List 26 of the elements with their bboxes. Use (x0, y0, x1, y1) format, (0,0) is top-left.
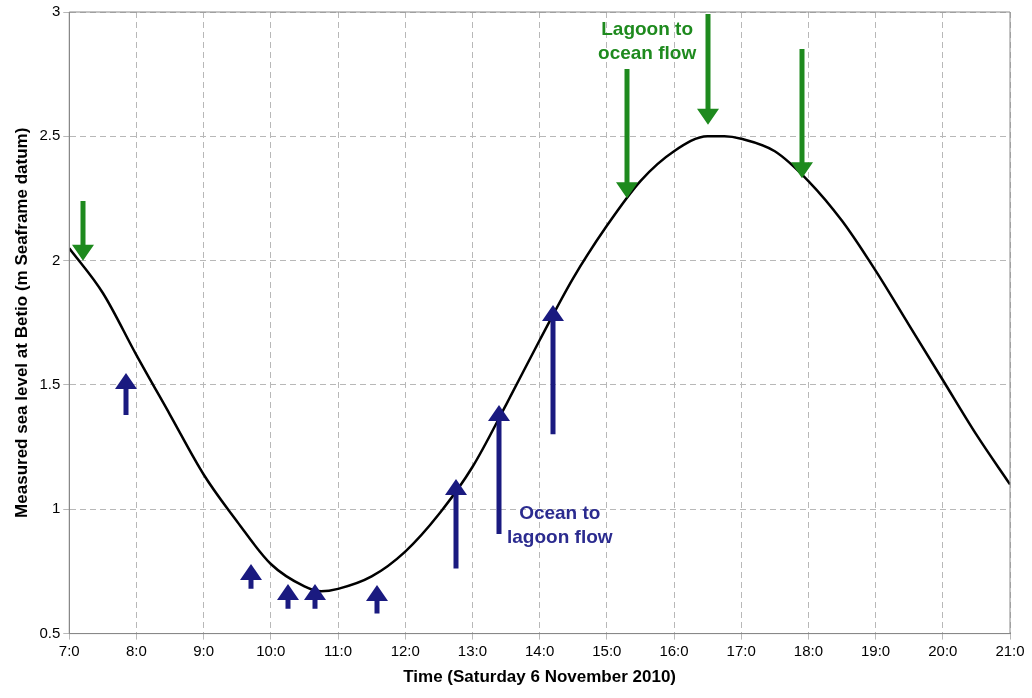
y-tick-label: 1 (51, 499, 61, 517)
line-series (69, 135, 1010, 593)
annotation: Lagoon to ocean flow (598, 17, 697, 63)
x-tick-label: 14:0 (525, 641, 555, 659)
x-tick-label: 19:0 (861, 641, 891, 659)
x-tick-label: 15:0 (592, 641, 622, 659)
x-tick-label: 17:0 (726, 641, 756, 659)
x-tick-label: 7:0 (58, 641, 80, 659)
x-tick-label: 18:0 (793, 641, 824, 659)
x-tick-label: 12:0 (390, 641, 420, 659)
y-tick-label: 3 (51, 2, 61, 20)
x-tick-label: 9:0 (193, 641, 215, 659)
x-tick-label: 16:0 (659, 641, 689, 659)
y-axis-title: Measured sea level at Betio (m Seaframe datum) (11, 127, 31, 518)
annotation: Ocean to lagoon flow (507, 502, 613, 548)
x-tick-label: 11:0 (323, 641, 353, 659)
y-tick-label: 2.5 (39, 126, 61, 144)
x-tick-label: 8:0 (126, 641, 147, 659)
y-tick-label: 0.5 (39, 623, 61, 641)
x-tick-label: 20:0 (928, 641, 958, 659)
x-axis-title: Time (Saturday 6 November 2010) (403, 667, 676, 687)
y-tick-label: 1.5 (39, 375, 61, 393)
x-tick-label: 13:0 (457, 641, 488, 659)
x-tick-label: 21:0 (995, 641, 1025, 659)
x-tick-label: 10:0 (256, 641, 286, 659)
y-tick-label: 2 (51, 250, 61, 268)
